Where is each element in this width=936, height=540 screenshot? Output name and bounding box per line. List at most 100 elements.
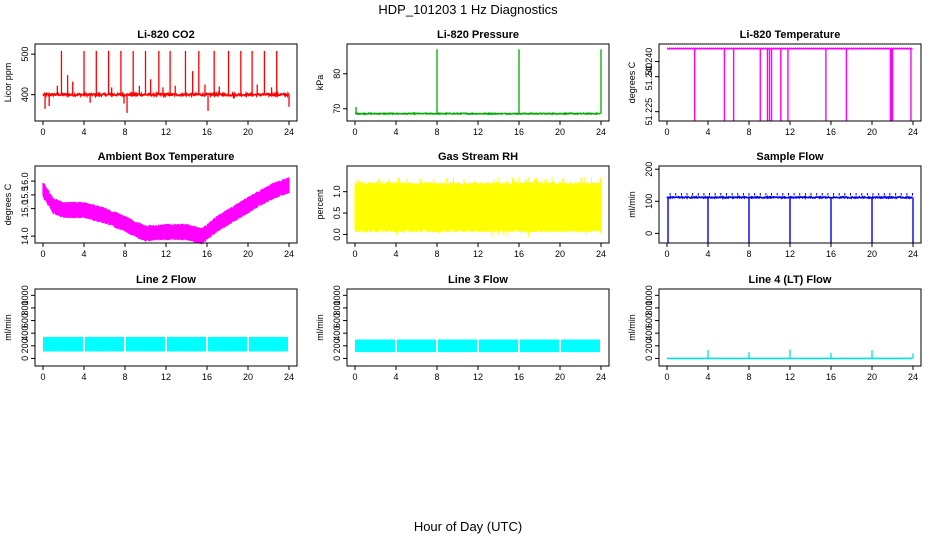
data-block: [208, 336, 247, 352]
y-axis-label: kPa: [315, 75, 325, 91]
data-series: [42, 177, 290, 245]
x-tick-label: 24: [284, 249, 294, 259]
y-tick-label: 51.225: [644, 98, 654, 126]
x-tick-label: 8: [434, 372, 439, 382]
y-tick-label: 600: [20, 313, 30, 328]
x-tick-label: 8: [434, 127, 439, 137]
x-tick-label: 12: [473, 372, 483, 382]
x-tick-label: 12: [161, 372, 171, 382]
chart-panel-9: Line 4 (LT) Flow ml/min 0 4 8 12 16 20 24 0 200400…: [627, 274, 922, 382]
data-block: [561, 339, 600, 353]
chart-title: Line 4 (LT) Flow: [749, 274, 832, 286]
data-series: [667, 349, 914, 360]
data-block: [126, 336, 165, 352]
y-tick-label: 14.0: [20, 227, 30, 245]
y-tick-label: 400: [332, 326, 342, 341]
x-tick-label: 12: [785, 249, 795, 259]
plot-frame: [34, 43, 298, 122]
y-tick-label: 0: [644, 356, 654, 361]
data-block: [85, 336, 124, 352]
x-tick-label: 20: [555, 127, 565, 137]
chart-panel-1: Li-820 CO2 Licor ppm 0 4 8 12 16 20 24 400 500: [3, 29, 298, 137]
data-block: [249, 336, 288, 352]
x-tick-label: 4: [81, 249, 86, 259]
plot-frame: [34, 288, 298, 367]
y-tick-label: 1000: [332, 285, 342, 305]
chart-panel-8: Line 3 Flow ml/min 0 4 8 12 16 20 24 0 20040060080…: [315, 274, 610, 382]
y-tick-label: 600: [332, 313, 342, 328]
figure-x-axis-label: Hour of Day (UTC): [414, 519, 522, 534]
y-tick-label: 0: [20, 356, 30, 361]
x-tick-label: 16: [202, 127, 212, 137]
x-tick-label: 24: [596, 127, 606, 137]
data-band: [354, 176, 602, 237]
x-tick-label: 12: [473, 127, 483, 137]
x-tick-label: 4: [705, 249, 710, 259]
y-axis-label: percent: [315, 189, 325, 220]
data-block: [43, 336, 83, 352]
chart-title: Line 2 Flow: [136, 274, 196, 286]
y-tick-label: 51.240: [644, 48, 654, 76]
y-tick-label: 16.0: [20, 172, 30, 190]
data-block: [479, 339, 518, 353]
x-tick-label: 12: [161, 127, 171, 137]
y-tick-label: 0.5: [332, 207, 342, 220]
x-tick-label: 24: [908, 372, 918, 382]
x-tick-label: 8: [122, 127, 127, 137]
y-axis-label: ml/min: [315, 314, 325, 341]
x-tick-label: 4: [81, 127, 86, 137]
y-tick-label: 800: [20, 300, 30, 315]
plot-frame: [658, 43, 922, 122]
chart-panel-4: Ambient Box Temperature degrees C 0 4 8 12 16 2…: [3, 151, 298, 259]
data-line: [355, 111, 601, 116]
y-tick-label: 1.0: [332, 185, 342, 198]
x-tick-label: 16: [826, 127, 836, 137]
x-tick-label: 24: [596, 372, 606, 382]
x-tick-label: 16: [826, 249, 836, 259]
x-tick-label: 20: [243, 249, 253, 259]
data-block: [438, 339, 477, 353]
y-axis-label: ml/min: [627, 191, 637, 218]
x-tick-label: 20: [867, 372, 877, 382]
data-series: [355, 49, 602, 116]
chart-panel-3: Li-820 Temperature degrees C 0 4 8 12 16 20 24 51…: [627, 29, 922, 137]
chart-title: Line 3 Flow: [448, 274, 508, 286]
data-block: [355, 339, 395, 353]
chart-title: Li-820 CO2: [137, 29, 194, 41]
x-tick-label: 24: [284, 127, 294, 137]
x-tick-label: 16: [826, 372, 836, 382]
chart-title: Gas Stream RH: [438, 151, 518, 163]
chart-title: Li-820 Pressure: [437, 29, 519, 41]
x-tick-label: 0: [40, 372, 45, 382]
x-tick-label: 16: [514, 372, 524, 382]
x-tick-label: 8: [746, 127, 751, 137]
data-series: [666, 192, 914, 243]
data-band: [42, 177, 290, 245]
x-tick-label: 20: [243, 372, 253, 382]
y-tick-label: 400: [20, 87, 30, 102]
y-tick-label: 200: [644, 162, 654, 177]
y-tick-label: 200: [332, 338, 342, 353]
y-tick-label: 100: [644, 194, 654, 209]
y-tick-label: 15.0: [20, 200, 30, 218]
x-tick-label: 16: [202, 372, 212, 382]
y-tick-label: 800: [644, 300, 654, 315]
data-series: [354, 176, 602, 237]
x-tick-label: 8: [122, 249, 127, 259]
x-tick-label: 0: [664, 249, 669, 259]
x-tick-label: 0: [664, 372, 669, 382]
x-tick-label: 0: [352, 372, 357, 382]
x-tick-label: 4: [393, 249, 398, 259]
y-axis-label: Licor ppm: [3, 63, 13, 103]
data-block: [397, 339, 436, 353]
x-tick-label: 8: [746, 372, 751, 382]
x-tick-label: 0: [40, 249, 45, 259]
data-line: [42, 90, 290, 99]
data-series: [667, 47, 913, 121]
x-tick-label: 12: [785, 127, 795, 137]
y-tick-label: 0: [644, 231, 654, 236]
y-tick-label: 1000: [20, 285, 30, 305]
chart-panel-2: Li-820 Pressure kPa 0 4 8 12 16 20 24 70 80: [315, 29, 610, 137]
